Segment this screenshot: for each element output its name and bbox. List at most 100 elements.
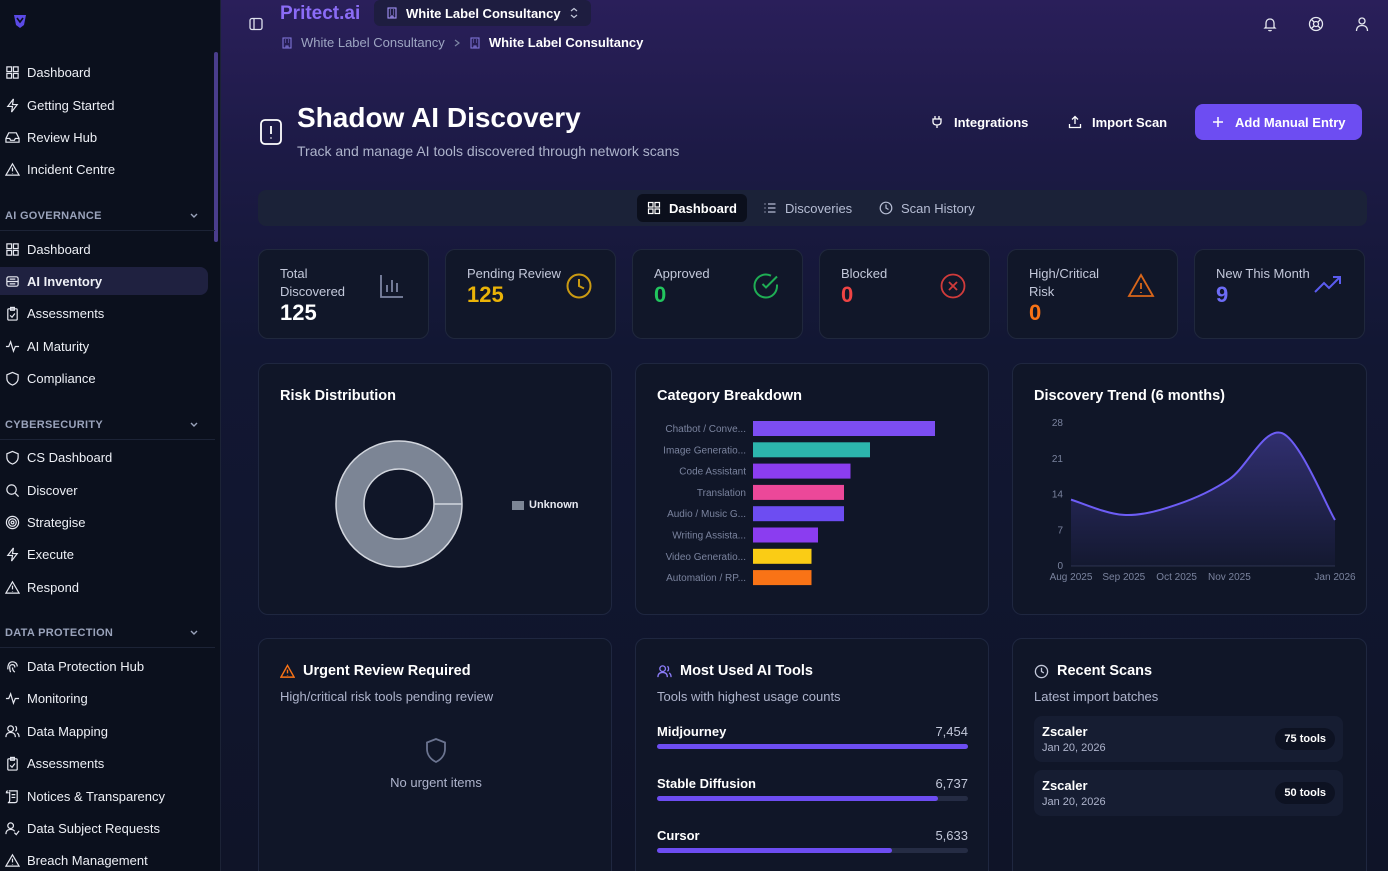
building-icon <box>470 36 480 49</box>
stat-label: Pending Review <box>467 266 561 281</box>
stat-label: Total Discovered <box>280 266 346 299</box>
most-used-tools-card: Most Used AI Tools Tools with highest us… <box>635 638 989 871</box>
tab-discoveries[interactable]: Discoveries <box>753 194 862 222</box>
sidebar-item-dsr[interactable]: Data Subject Requests <box>0 814 208 842</box>
stat-new-this-month: New This Month 9 <box>1194 249 1365 339</box>
category-bar[interactable] <box>753 548 812 564</box>
category-label: Code Assistant <box>679 467 746 478</box>
sidebar-scrollbar[interactable] <box>214 52 218 242</box>
sidebar-item-data-protection-hub[interactable]: Data Protection Hub <box>0 652 208 680</box>
category-bar[interactable] <box>753 570 812 586</box>
trend-line[interactable] <box>1070 431 1336 521</box>
chevron-right-icon <box>454 39 460 46</box>
section-ai-governance[interactable]: AI GOVERNANCE <box>0 201 215 231</box>
x-tick-label: Sep 2025 <box>1102 572 1145 583</box>
dashboard-icon <box>647 201 661 215</box>
logo-icon[interactable] <box>12 13 28 29</box>
user-icon[interactable] <box>1354 16 1370 32</box>
sidebar-item-respond[interactable]: Respond <box>0 573 208 601</box>
tab-scan-history[interactable]: Scan History <box>869 194 985 222</box>
sidebar-toggle-icon[interactable] <box>249 17 263 31</box>
sidebar-item-data-mapping[interactable]: Data Mapping <box>0 717 208 745</box>
section-cybersecurity[interactable]: CYBERSECURITY <box>0 410 215 440</box>
y-tick-label: 28 <box>1052 418 1064 429</box>
tool-count: 7,454 <box>935 724 968 739</box>
sidebar-item-strategise[interactable]: Strategise <box>0 508 208 536</box>
sidebar-item-execute[interactable]: Execute <box>0 540 208 568</box>
sidebar-item-incident-centre[interactable]: Incident Centre <box>0 155 208 183</box>
card-title-text: Risk Distribution <box>280 388 397 404</box>
category-bar[interactable] <box>753 527 818 543</box>
workspace-select[interactable]: White Label Consultancy <box>374 0 591 26</box>
sidebar-item-label: Breach Management <box>27 852 148 868</box>
sidebar-item-cs-dashboard[interactable]: CS Dashboard <box>0 443 208 471</box>
card-title-text: Discovery Trend (6 months) <box>1034 388 1225 404</box>
import-scan-button[interactable]: Import Scan <box>1052 104 1183 140</box>
sidebar-item-discover[interactable]: Discover <box>0 476 208 504</box>
help-icon[interactable] <box>1308 16 1324 32</box>
alert-file-icon <box>260 119 282 145</box>
search-icon <box>6 483 20 497</box>
inbox-icon <box>5 131 20 143</box>
page-title: Shadow AI Discovery <box>297 102 581 133</box>
card-title-text: Most Used AI Tools <box>680 663 813 679</box>
sidebar-item-ai-dashboard[interactable]: Dashboard <box>0 235 208 263</box>
stat-value: 0 <box>654 282 667 307</box>
sidebar-item-notices[interactable]: Notices & Transparency <box>0 782 208 810</box>
integrations-button[interactable]: Integrations <box>914 104 1044 140</box>
sidebar-item-getting-started[interactable]: Getting Started <box>0 91 208 119</box>
sidebar-item-monitoring[interactable]: Monitoring <box>0 684 208 712</box>
risk-legend: Unknown <box>512 499 579 511</box>
clock-icon <box>1034 664 1049 678</box>
scan-date: Jan 20, 2026 <box>1042 796 1106 808</box>
target-icon <box>5 515 20 529</box>
dashboard-icon <box>6 242 19 256</box>
plus-icon <box>1213 117 1223 127</box>
scan-item[interactable]: Zscaler Jan 20, 2026 50 tools <box>1034 770 1343 816</box>
usage-bar-track <box>657 796 968 801</box>
sidebar-item-ai-inventory[interactable]: AI Inventory <box>0 267 208 295</box>
category-bar-chart: Chatbot / Conve... Image Generatio... Code… <box>663 421 935 586</box>
sidebar-item-label: Discover <box>27 482 78 498</box>
list-icon <box>764 203 776 213</box>
section-data-protection[interactable]: DATA PROTECTION <box>0 618 215 648</box>
category-bar[interactable] <box>753 506 844 522</box>
card-title: Urgent Review Required <box>280 663 471 679</box>
category-bar[interactable] <box>753 484 844 500</box>
card-title-text: Urgent Review Required <box>303 663 471 679</box>
sidebar-item-compliance[interactable]: Compliance <box>0 364 208 392</box>
add-manual-entry-label: Add Manual Entry <box>1235 114 1346 130</box>
category-bar[interactable] <box>753 463 851 479</box>
sidebar-item-ai-maturity[interactable]: AI Maturity <box>0 332 208 360</box>
sidebar-item-review-hub[interactable]: Review Hub <box>0 123 208 151</box>
sidebar-item-dashboard[interactable]: Dashboard <box>0 58 208 86</box>
add-manual-entry-button[interactable]: Add Manual Entry <box>1195 104 1362 140</box>
stat-value: 125 <box>280 300 317 325</box>
breadcrumb-item[interactable]: White Label Consultancy <box>301 35 445 50</box>
sidebar-item-dp-assessments[interactable]: Assessments <box>0 749 208 777</box>
x-circle-icon <box>940 273 966 299</box>
scan-item[interactable]: Zscaler Jan 20, 2026 75 tools <box>1034 716 1343 762</box>
sidebar: Dashboard Getting Started Review Hub Inc… <box>0 0 221 871</box>
user-check-icon <box>5 821 20 836</box>
tool-count: 6,737 <box>935 776 968 791</box>
brand-name[interactable]: Pritect.ai <box>280 3 361 24</box>
trend-area <box>1071 432 1335 566</box>
top-bar: Pritect.ai White Label Consultancy White… <box>221 0 1388 60</box>
breadcrumb: White Label Consultancy White Label Cons… <box>281 35 643 50</box>
section-title: AI GOVERNANCE <box>5 209 102 222</box>
alert-triangle-icon <box>5 162 20 176</box>
sidebar-item-assessments[interactable]: Assessments <box>0 299 208 327</box>
scan-date: Jan 20, 2026 <box>1042 742 1106 754</box>
bell-icon[interactable] <box>1262 16 1278 32</box>
scan-source: Zscaler <box>1042 724 1088 739</box>
tab-dashboard[interactable]: Dashboard <box>637 194 747 222</box>
sidebar-item-breach-management[interactable]: Breach Management <box>0 846 208 871</box>
stat-label: Approved <box>654 266 710 281</box>
category-bar[interactable] <box>753 421 935 436</box>
clipboard-icon <box>7 306 18 321</box>
category-bar[interactable] <box>753 442 870 458</box>
sidebar-item-label: Compliance <box>27 370 96 386</box>
sidebar-item-label: Dashboard <box>27 241 91 257</box>
sidebar-item-label: Strategise <box>27 514 86 530</box>
